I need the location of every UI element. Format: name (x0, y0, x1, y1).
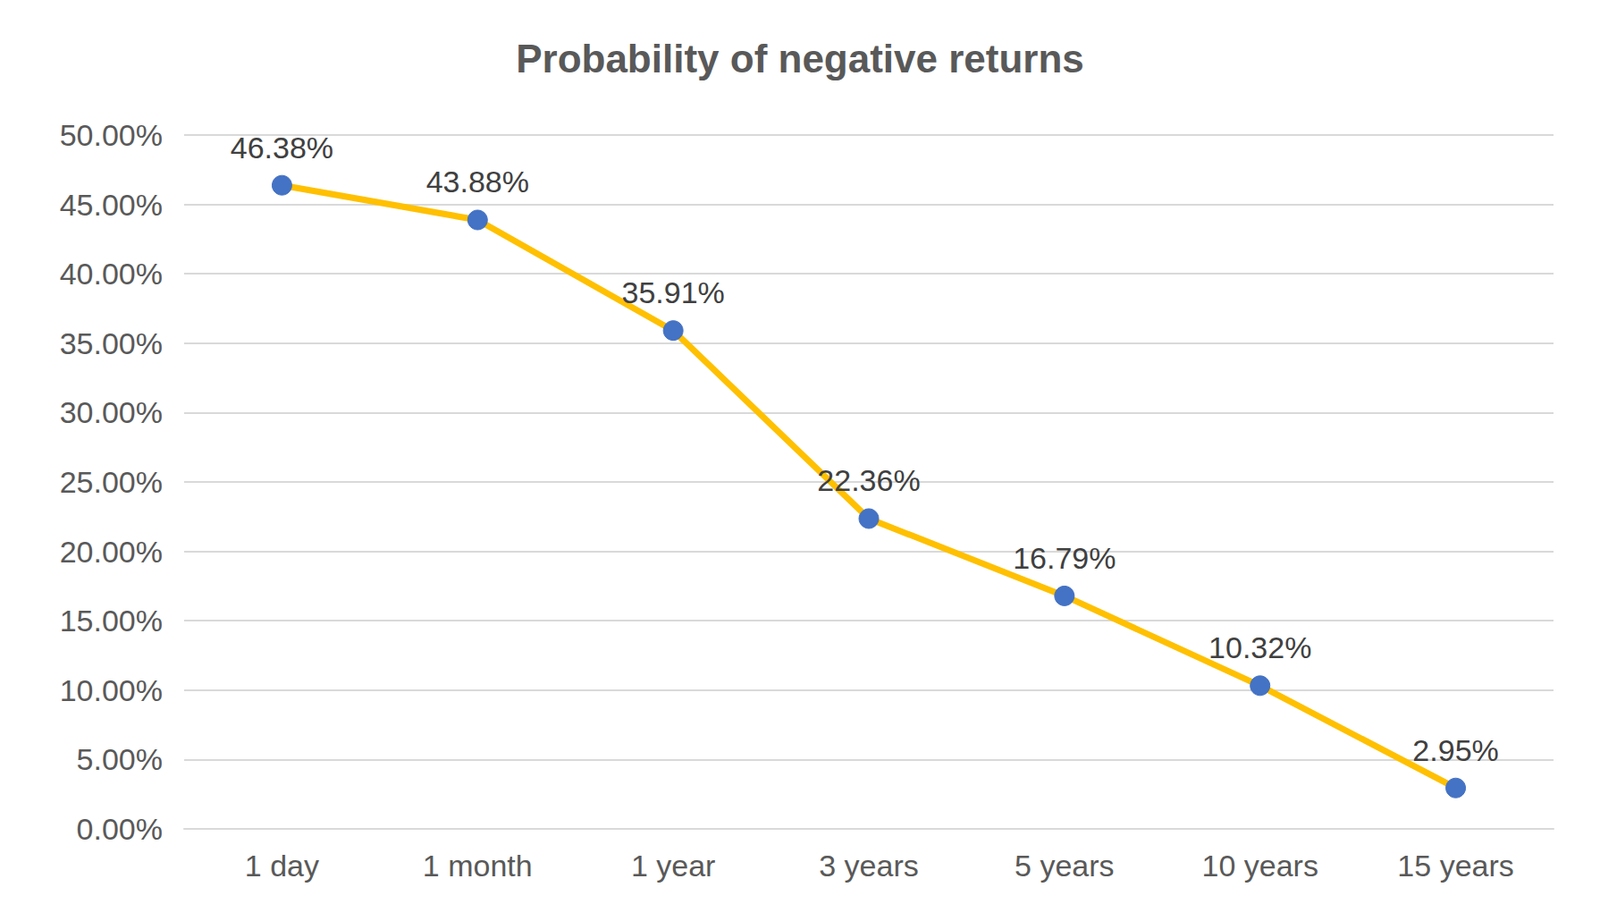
svg-text:1 day: 1 day (244, 848, 320, 883)
svg-text:0.00%: 0.00% (76, 811, 163, 846)
svg-text:10.32%: 10.32% (1208, 630, 1312, 665)
svg-text:20.00%: 20.00% (59, 534, 163, 569)
svg-text:5 years: 5 years (1014, 848, 1115, 883)
svg-text:10.00%: 10.00% (59, 673, 163, 708)
svg-text:16.79%: 16.79% (1012, 540, 1116, 575)
svg-text:22.36%: 22.36% (816, 463, 920, 497)
svg-text:15.00%: 15.00% (59, 603, 163, 638)
svg-text:46.38%: 46.38% (230, 130, 334, 165)
svg-text:40.00%: 40.00% (59, 256, 163, 291)
svg-text:35.91%: 35.91% (621, 275, 725, 310)
svg-text:5.00%: 5.00% (76, 741, 163, 776)
svg-text:35.00%: 35.00% (59, 326, 163, 361)
svg-text:1 month: 1 month (422, 848, 533, 883)
svg-text:25.00%: 25.00% (59, 464, 163, 499)
svg-text:3 years: 3 years (818, 848, 919, 883)
svg-text:43.88%: 43.88% (426, 164, 530, 199)
svg-text:Probability of negative return: Probability of negative returns (515, 36, 1085, 81)
svg-text:1 year: 1 year (631, 848, 716, 883)
svg-text:45.00%: 45.00% (59, 187, 163, 222)
svg-text:15 years: 15 years (1397, 848, 1514, 883)
svg-text:10 years: 10 years (1202, 848, 1319, 883)
svg-text:50.00%: 50.00% (59, 117, 163, 152)
svg-text:2.95%: 2.95% (1412, 732, 1499, 767)
svg-text:30.00%: 30.00% (59, 395, 163, 430)
